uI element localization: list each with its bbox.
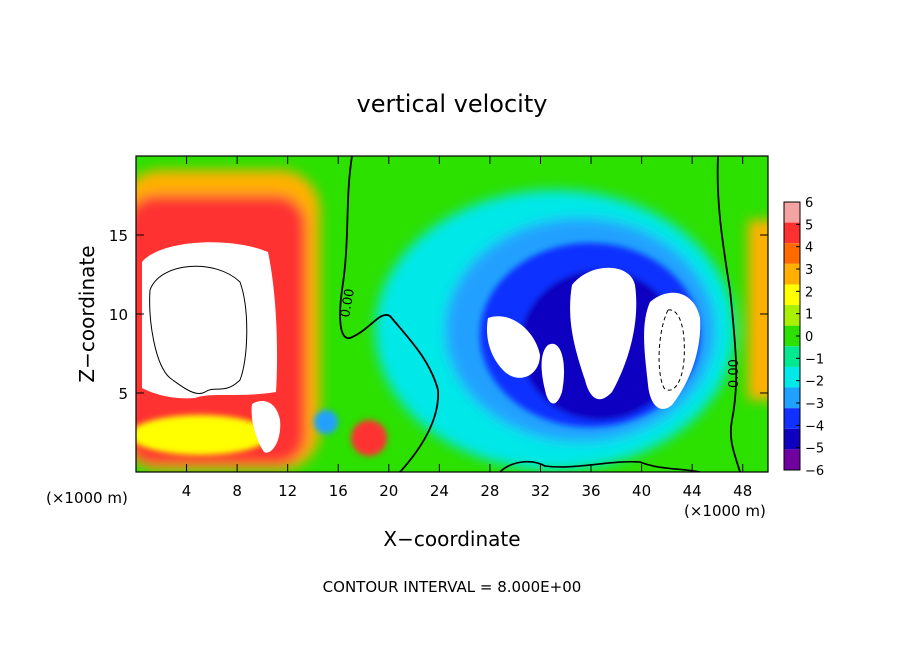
x-tick-label: 16 <box>329 482 348 500</box>
updraft-core-white-tail <box>251 401 281 453</box>
colorbar-label: −5 <box>805 442 824 457</box>
updraft-core-white <box>142 242 278 399</box>
downdraft-core-white-c <box>541 343 565 404</box>
zero-contour-right <box>716 156 741 472</box>
zero-contour-bottom <box>499 460 701 472</box>
colorbar-swatch <box>784 387 800 409</box>
colorbar: 6 5 4 3 2 1 0 −1 −2 −3 −4 −5 −6 <box>783 196 824 479</box>
x-tick-label: 36 <box>581 482 600 500</box>
contour-interval-text: CONTOUR INTERVAL = 8.000E+00 <box>323 578 582 596</box>
right-edge-warm <box>748 220 768 400</box>
x-tick-label: 40 <box>632 482 651 500</box>
colorbar-label: −1 <box>805 352 824 367</box>
colorbar-swatch <box>784 263 800 285</box>
small-updraft-18 <box>351 420 387 456</box>
contour-label-right: 0.00 <box>727 359 742 388</box>
colorbar-label: −2 <box>805 375 824 390</box>
x-unit-left: (×1000 m) <box>46 489 128 507</box>
x-unit-right: (×1000 m) <box>684 502 766 520</box>
downdraft-core-white-b <box>486 316 540 378</box>
zero-contour-left <box>339 156 439 472</box>
colorbar-label: 0 <box>805 330 813 345</box>
x-tick-label: 24 <box>430 482 449 500</box>
colorbar-label: 4 <box>805 241 813 256</box>
colorbar-label: 6 <box>805 196 813 211</box>
x-tick-label: 12 <box>278 482 297 500</box>
colorbar-swatch <box>784 222 800 244</box>
colorbar-label: 2 <box>805 285 813 300</box>
y-axis-label: Z−coordinate <box>75 245 99 382</box>
colorbar-swatch <box>784 305 800 326</box>
colorbar-swatch <box>784 428 800 450</box>
y-tick-label: 10 <box>109 306 128 324</box>
x-tick-label: 32 <box>531 482 550 500</box>
colorbar-swatch <box>784 408 800 429</box>
colorbar-label: 3 <box>805 263 813 278</box>
low-level-yellow <box>136 415 270 455</box>
colorbar-label: 1 <box>805 308 813 323</box>
x-tick-label: 20 <box>379 482 398 500</box>
x-axis-ticks: 4 8 12 16 20 24 28 32 36 40 44 48 <box>182 156 752 500</box>
positive-contour-left <box>149 265 248 394</box>
colorbar-swatch <box>784 449 800 470</box>
x-tick-label: 28 <box>480 482 499 500</box>
colorbar-label: −4 <box>805 419 824 434</box>
y-tick-label: 15 <box>109 227 128 245</box>
colorbar-swatch <box>784 284 800 306</box>
x-tick-label: 44 <box>683 482 702 500</box>
downdraft-core-white-a <box>570 267 637 400</box>
y-axis-ticks: 5 10 15 <box>109 227 768 403</box>
small-downdraft-15 <box>314 410 338 434</box>
x-axis-label: X−coordinate <box>383 527 520 551</box>
negative-contour-right <box>658 309 685 391</box>
heatmap-field: 0.00 0.00 <box>136 156 768 472</box>
contour-label-left: 0.00 <box>338 288 358 319</box>
colorbar-swatch <box>784 346 800 367</box>
colorbar-swatch <box>784 202 800 223</box>
y-tick-label: 5 <box>118 385 128 403</box>
colorbar-swatch <box>784 325 800 347</box>
colorbar-label: 5 <box>805 218 813 233</box>
colorbar-swatch <box>784 243 800 264</box>
x-tick-label: 8 <box>232 482 242 500</box>
x-tick-label: 4 <box>182 482 192 500</box>
chart-title: vertical velocity <box>357 90 548 118</box>
x-tick-label: 48 <box>733 482 752 500</box>
downdraft-core-white-d <box>644 292 701 409</box>
colorbar-swatch <box>784 366 800 388</box>
colorbar-label: −6 <box>805 464 824 479</box>
colorbar-label: −3 <box>805 397 824 412</box>
